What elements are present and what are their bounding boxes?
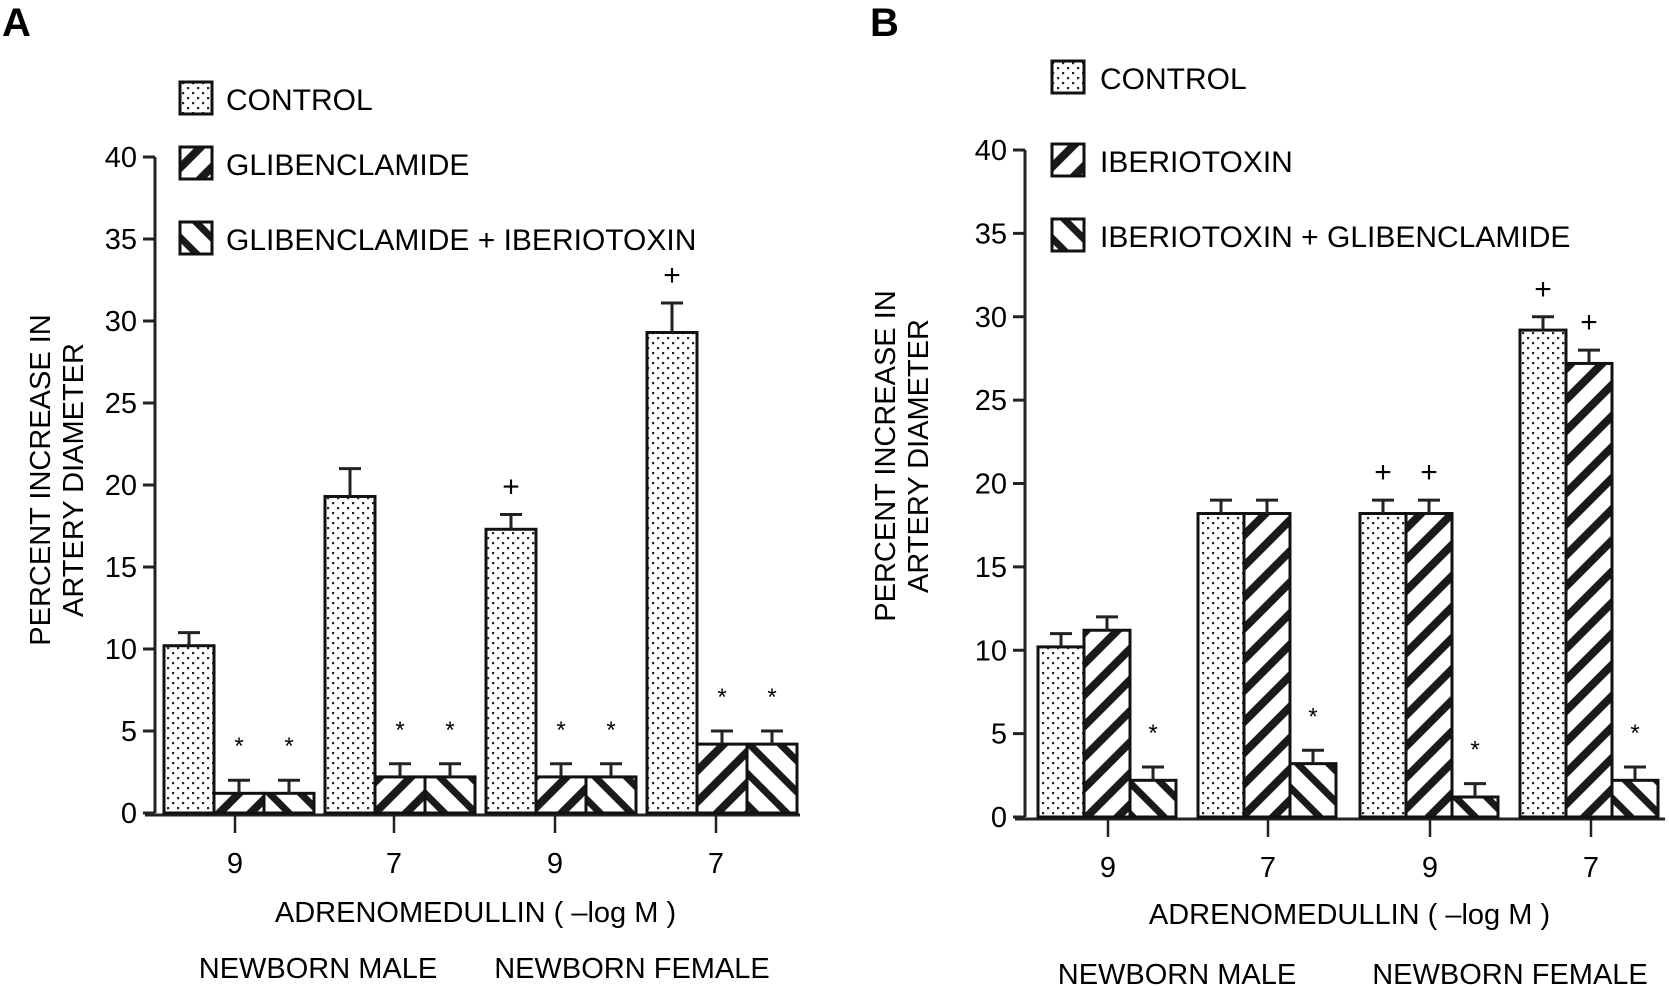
legend-label: GLIBENCLAMIDE — [226, 149, 469, 182]
bar — [745, 742, 799, 815]
bar — [1610, 778, 1660, 819]
significance-plus: + — [502, 471, 520, 504]
significance-plus: + — [663, 259, 681, 292]
significance-asterisk: * — [767, 684, 776, 711]
legend-swatch — [178, 145, 214, 181]
bar — [373, 775, 427, 815]
significance-asterisk: * — [1630, 720, 1639, 747]
bar — [1242, 512, 1292, 819]
y-tick-label: 5 — [121, 716, 137, 748]
y-tick-label: 20 — [975, 469, 1007, 501]
x-tick-label: 9 — [547, 848, 563, 880]
bar — [1196, 512, 1246, 819]
bar — [584, 775, 638, 815]
y-tick-label: 25 — [105, 388, 137, 420]
y-tick-label: 40 — [975, 135, 1007, 167]
significance-plus: + — [1374, 456, 1392, 489]
legend-label: IBERIOTOXIN + GLIBENCLAMIDE — [1100, 221, 1570, 254]
y-tick-label: 35 — [975, 218, 1007, 250]
legend-label: GLIBENCLAMIDE + IBERIOTOXIN — [226, 224, 696, 257]
bar — [484, 527, 538, 815]
significance-asterisk: * — [1470, 737, 1479, 764]
significance-asterisk: * — [1148, 720, 1157, 747]
x-axis-label: ADRENOMEDULLIN ( –log M ) — [1149, 899, 1550, 931]
y-tick-label: 30 — [105, 306, 137, 338]
bar — [1288, 762, 1338, 819]
bar — [1564, 361, 1614, 819]
group-label: NEWBORN FEMALE — [1372, 959, 1648, 987]
bar — [423, 775, 477, 815]
legend-swatch — [1050, 142, 1086, 178]
y-tick-label: 30 — [975, 302, 1007, 334]
y-tick-label: 15 — [975, 552, 1007, 584]
legend-label: CONTROL — [1100, 63, 1247, 96]
y-axis-label: PERCENT INCREASE IN — [25, 314, 57, 645]
bar — [262, 791, 316, 815]
panel-letter: A — [2, 1, 31, 45]
bar — [1082, 628, 1132, 819]
y-tick-label: 35 — [105, 224, 137, 256]
y-tick-label: 20 — [105, 470, 137, 502]
legend-swatch — [1050, 59, 1086, 95]
significance-plus: + — [1580, 306, 1598, 339]
significance-asterisk: * — [606, 717, 615, 744]
bar — [1358, 512, 1408, 819]
significance-asterisk: * — [1308, 703, 1317, 730]
x-tick-label: 9 — [1100, 852, 1116, 884]
significance-asterisk: * — [284, 733, 293, 760]
bar — [323, 494, 377, 815]
significance-asterisk: * — [445, 717, 454, 744]
x-tick-label: 9 — [227, 848, 243, 880]
significance-asterisk: * — [234, 733, 243, 760]
panel-a: A 0 5 10 15 20 25 30 35 40 9 7 9 7 PERCENT INCREASE IN… — [2, 1, 800, 985]
significance-asterisk: * — [717, 684, 726, 711]
x-axis-label: ADRENOMEDULLIN ( –log M ) — [275, 897, 676, 929]
significance-plus: + — [1534, 273, 1552, 306]
bar — [534, 775, 588, 815]
bar — [1518, 328, 1568, 819]
y-tick-label: 5 — [991, 719, 1007, 751]
bar — [1036, 645, 1086, 819]
y-axis-label: PERCENT INCREASE IN — [870, 290, 902, 621]
legend-swatch — [1050, 217, 1086, 253]
y-tick-label: 40 — [105, 142, 137, 174]
bar — [1128, 778, 1178, 819]
x-tick-label: 7 — [1260, 852, 1276, 884]
x-tick-label: 9 — [1422, 852, 1438, 884]
group-label: NEWBORN FEMALE — [494, 953, 770, 985]
y-tick-label: 15 — [105, 552, 137, 584]
bar — [212, 791, 266, 815]
legend-label: CONTROL — [226, 84, 373, 117]
legend-label: IBERIOTOXIN — [1100, 146, 1293, 179]
y-axis-label: ARTERY DIAMETER — [58, 343, 90, 617]
bar — [1450, 795, 1500, 819]
significance-asterisk: * — [556, 717, 565, 744]
y-tick-label: 10 — [975, 635, 1007, 667]
bar — [1404, 512, 1454, 819]
panel-letter: B — [870, 1, 899, 45]
bar — [695, 742, 749, 815]
bar — [162, 644, 216, 815]
panel-b: B 0 5 10 15 20 25 30 35 40 9 7 9 7 PERCENT INCREASE IN… — [870, 1, 1665, 987]
x-tick-label: 7 — [386, 848, 402, 880]
y-tick-label: 0 — [121, 798, 137, 830]
y-axis-label: ARTERY DIAMETER — [903, 319, 935, 593]
legend-swatch — [178, 220, 214, 256]
significance-plus: + — [1420, 456, 1438, 489]
y-tick-label: 25 — [975, 385, 1007, 417]
group-label: NEWBORN MALE — [199, 953, 437, 985]
x-tick-label: 7 — [708, 848, 724, 880]
group-label: NEWBORN MALE — [1058, 959, 1296, 987]
significance-asterisk: * — [395, 717, 404, 744]
x-tick-label: 7 — [1583, 852, 1599, 884]
y-tick-label: 10 — [105, 634, 137, 666]
legend-swatch — [178, 80, 214, 116]
y-tick-label: 0 — [991, 802, 1007, 834]
bar — [645, 330, 699, 815]
